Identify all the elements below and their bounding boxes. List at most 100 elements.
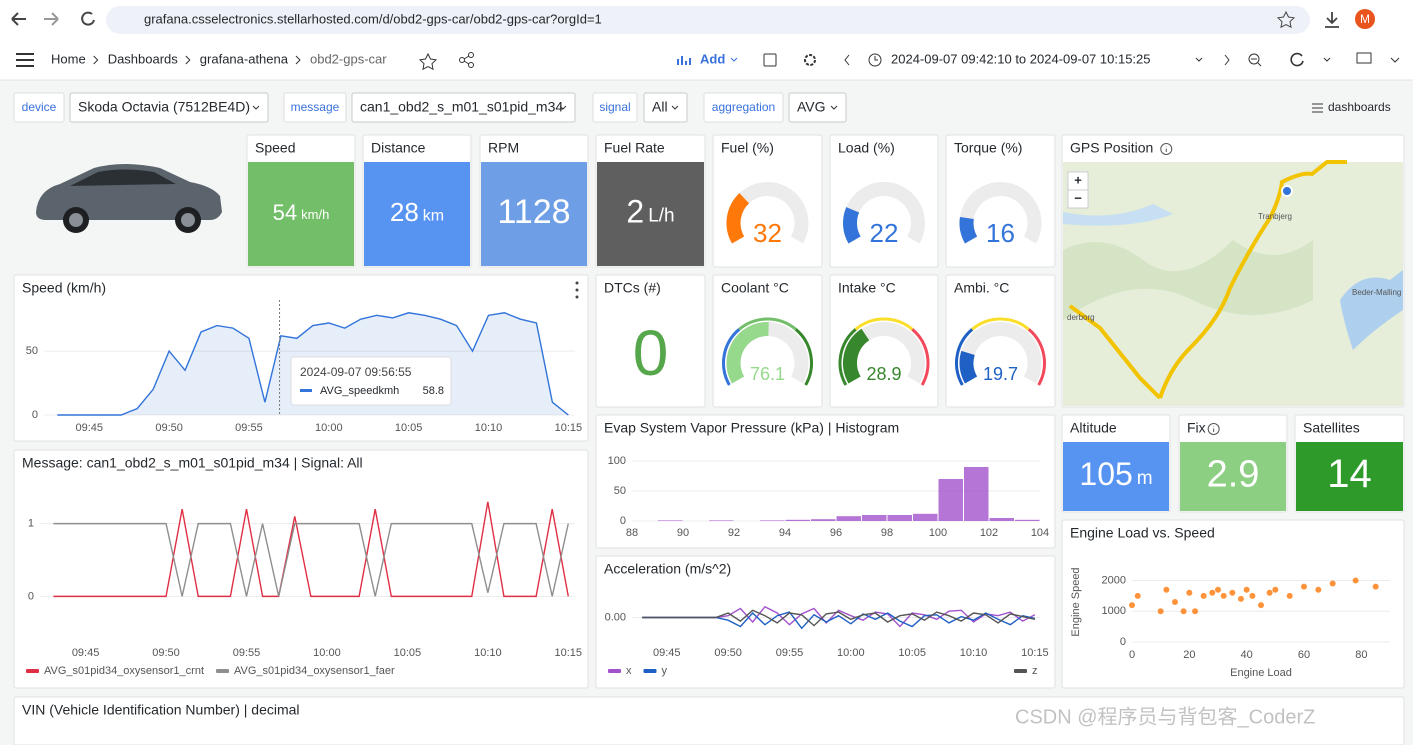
- x-tick-label: 98: [881, 527, 893, 539]
- y-axis-label: Engine Speed: [1070, 567, 1082, 636]
- panel-title: Fix: [1187, 420, 1206, 436]
- stat-value: 28: [390, 197, 419, 227]
- x-tick-label: 10:15: [555, 422, 583, 434]
- scatter-point: [1372, 583, 1379, 590]
- variable-select[interactable]: [788, 92, 847, 123]
- map-zoom-label: +: [1074, 172, 1082, 187]
- legend-label[interactable]: AVG_s01pid34_oxysensor1_faer: [234, 665, 395, 677]
- map-label: Tranbjerg: [1258, 212, 1292, 221]
- x-tick-label: 0: [1129, 649, 1135, 661]
- legend-label[interactable]: z: [1032, 665, 1038, 677]
- time-forward[interactable]: [1224, 54, 1230, 66]
- variable-label: message: [291, 100, 340, 114]
- add-button[interactable]: Add: [700, 51, 725, 66]
- panel-menu-dot[interactable]: [575, 288, 579, 292]
- tooltip-swatch: [300, 389, 312, 392]
- gauge-value-label: 19.7: [983, 364, 1018, 384]
- share-icon[interactable]: [459, 52, 474, 68]
- menu-icon[interactable]: [16, 53, 34, 67]
- x-tick-label: 09:55: [776, 647, 804, 659]
- breadcrumb[interactable]: Dashboards: [108, 51, 179, 66]
- legend-swatch: [608, 669, 621, 673]
- stat-value: 105: [1079, 456, 1132, 492]
- scatter-point: [1172, 599, 1178, 605]
- legend-label[interactable]: y: [662, 665, 668, 677]
- breadcrumb[interactable]: grafana-athena: [200, 51, 289, 66]
- bookmark-star[interactable]: [1276, 10, 1296, 29]
- y-tick-label: 0: [28, 590, 34, 602]
- reload-button[interactable]: [81, 11, 95, 26]
- panel-menu-dot[interactable]: [575, 295, 579, 299]
- stat-value: 2.9: [1207, 454, 1260, 496]
- address-bar[interactable]: [106, 6, 1310, 34]
- x-tick-label: 10:00: [837, 647, 865, 659]
- breadcrumb-separator: [185, 55, 191, 65]
- stat-unit: km: [423, 207, 444, 224]
- info-icon[interactable]: [1207, 423, 1220, 435]
- forward-button[interactable]: [44, 12, 59, 26]
- x-tick-label: 09:45: [653, 647, 681, 659]
- download-icon[interactable]: [1325, 12, 1339, 28]
- legend-label[interactable]: AVG_s01pid34_oxysensor1_crnt: [44, 665, 204, 677]
- variable-select[interactable]: [69, 92, 269, 123]
- variable-label-box: [592, 92, 638, 123]
- time-range[interactable]: 2024-09-07 09:42:10 to 2024-09-07 10:15:…: [891, 51, 1151, 66]
- variable-select[interactable]: [643, 92, 688, 123]
- stat-background: [1180, 442, 1286, 511]
- view-icon[interactable]: [1356, 52, 1372, 64]
- variable-chevron: [559, 105, 567, 110]
- map-zoom-button[interactable]: [1067, 189, 1089, 209]
- refresh-chevron[interactable]: [1323, 57, 1331, 62]
- gauge-threshold: [911, 328, 930, 386]
- tooltip-value: 58.8: [423, 385, 444, 397]
- x-tick-label: 94: [779, 527, 791, 539]
- panel-title: Load (%): [838, 140, 895, 156]
- back-button[interactable]: [11, 12, 26, 26]
- tooltip: [290, 356, 452, 406]
- panel-menu-dot[interactable]: [575, 281, 579, 285]
- gauge-threshold: [1027, 328, 1046, 386]
- x-tick-label: 60: [1298, 649, 1310, 661]
- view-chevron[interactable]: [1390, 57, 1400, 63]
- add-icon[interactable]: [677, 56, 691, 65]
- histogram-bar: [887, 515, 912, 521]
- map-forest: [1063, 240, 1313, 320]
- gauge-threshold: [838, 328, 857, 386]
- scatter-point: [1186, 589, 1193, 596]
- variable-select[interactable]: [351, 92, 576, 123]
- info-icon[interactable]: [1160, 143, 1173, 155]
- map-water: [1340, 270, 1403, 350]
- x-tick-label: 10:15: [1021, 647, 1049, 659]
- zoom-out[interactable]: [1248, 53, 1260, 65]
- avatar[interactable]: [1355, 9, 1375, 29]
- x-tick-label: 10:10: [475, 422, 503, 434]
- url: grafana.csselectronics.stellarhosted.com…: [144, 11, 602, 26]
- x-tick-label: 102: [980, 527, 998, 539]
- y-tick-label: 2000: [1102, 574, 1126, 586]
- scatter-point: [1209, 589, 1216, 596]
- panel-title: Fuel Rate: [604, 140, 665, 156]
- breadcrumb-separator: [93, 55, 99, 65]
- stat-background: [1296, 442, 1403, 511]
- panel-title: Evap System Vapor Pressure (kPa) | Histo…: [604, 420, 899, 436]
- histogram-bar: [913, 513, 938, 521]
- gauge-value-label: 22: [870, 218, 899, 248]
- x-tick-label: 09:50: [152, 647, 180, 659]
- dashboards-link[interactable]: dashboards: [1328, 100, 1391, 114]
- variable-value: can1_obd2_s_m01_s01pid_m34: [360, 99, 563, 115]
- legend-label[interactable]: x: [626, 665, 632, 677]
- favorite-star[interactable]: [418, 52, 438, 71]
- y-tick-label: 50: [26, 345, 38, 357]
- histogram-bar: [760, 520, 785, 521]
- time-back[interactable]: [844, 54, 850, 66]
- save-icon[interactable]: [763, 53, 777, 67]
- clock-icon: [868, 53, 882, 67]
- gauge-threshold: [722, 328, 741, 386]
- variable-label-box: [13, 92, 65, 123]
- settings-icon[interactable]: [804, 54, 816, 66]
- refresh-icon[interactable]: [1290, 52, 1304, 67]
- gauge-value-label: 76.1: [750, 364, 785, 384]
- breadcrumb[interactable]: Home: [51, 51, 86, 66]
